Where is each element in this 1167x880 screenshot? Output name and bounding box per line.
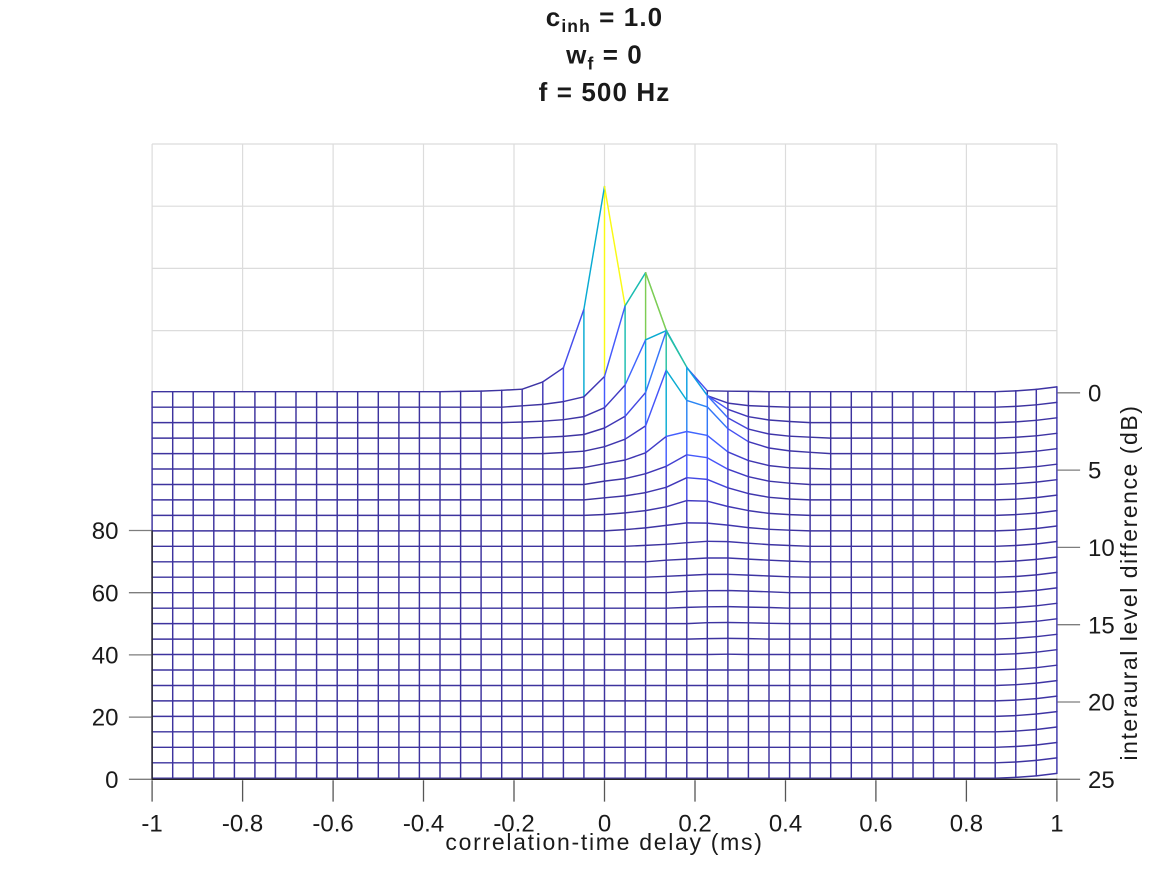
svg-text:0.8: 0.8 bbox=[950, 811, 983, 838]
svg-text:0.4: 0.4 bbox=[769, 811, 802, 838]
svg-text:cinh = 1.0: cinh = 1.0 bbox=[546, 2, 663, 36]
svg-text:0.6: 0.6 bbox=[859, 811, 892, 838]
svg-text:f = 500 Hz: f = 500 Hz bbox=[539, 77, 671, 107]
svg-text:40: 40 bbox=[92, 643, 119, 670]
svg-text:-0.4: -0.4 bbox=[403, 811, 444, 838]
svg-text:0: 0 bbox=[105, 767, 118, 794]
svg-text:-0.2: -0.2 bbox=[493, 811, 534, 838]
svg-text:15: 15 bbox=[1088, 612, 1115, 639]
svg-text:-0.6: -0.6 bbox=[312, 811, 353, 838]
svg-text:-0.8: -0.8 bbox=[222, 811, 263, 838]
svg-text:20: 20 bbox=[1088, 690, 1115, 717]
svg-text:80: 80 bbox=[92, 518, 119, 545]
svg-text:-1: -1 bbox=[141, 811, 162, 838]
svg-text:25: 25 bbox=[1088, 767, 1115, 794]
svg-text:correlation-time delay (ms): correlation-time delay (ms) bbox=[445, 829, 763, 855]
svg-text:0: 0 bbox=[1088, 380, 1101, 407]
svg-text:0.2: 0.2 bbox=[678, 811, 711, 838]
svg-text:10: 10 bbox=[1088, 535, 1115, 562]
svg-text:5: 5 bbox=[1088, 458, 1101, 485]
svg-text:0: 0 bbox=[598, 811, 611, 838]
svg-text:interaural level difference (d: interaural level difference (dB) bbox=[1116, 404, 1142, 760]
svg-text:1: 1 bbox=[1050, 811, 1063, 838]
svg-text:wf = 0: wf = 0 bbox=[565, 39, 643, 73]
svg-text:60: 60 bbox=[92, 580, 119, 607]
svg-text:20: 20 bbox=[92, 705, 119, 732]
